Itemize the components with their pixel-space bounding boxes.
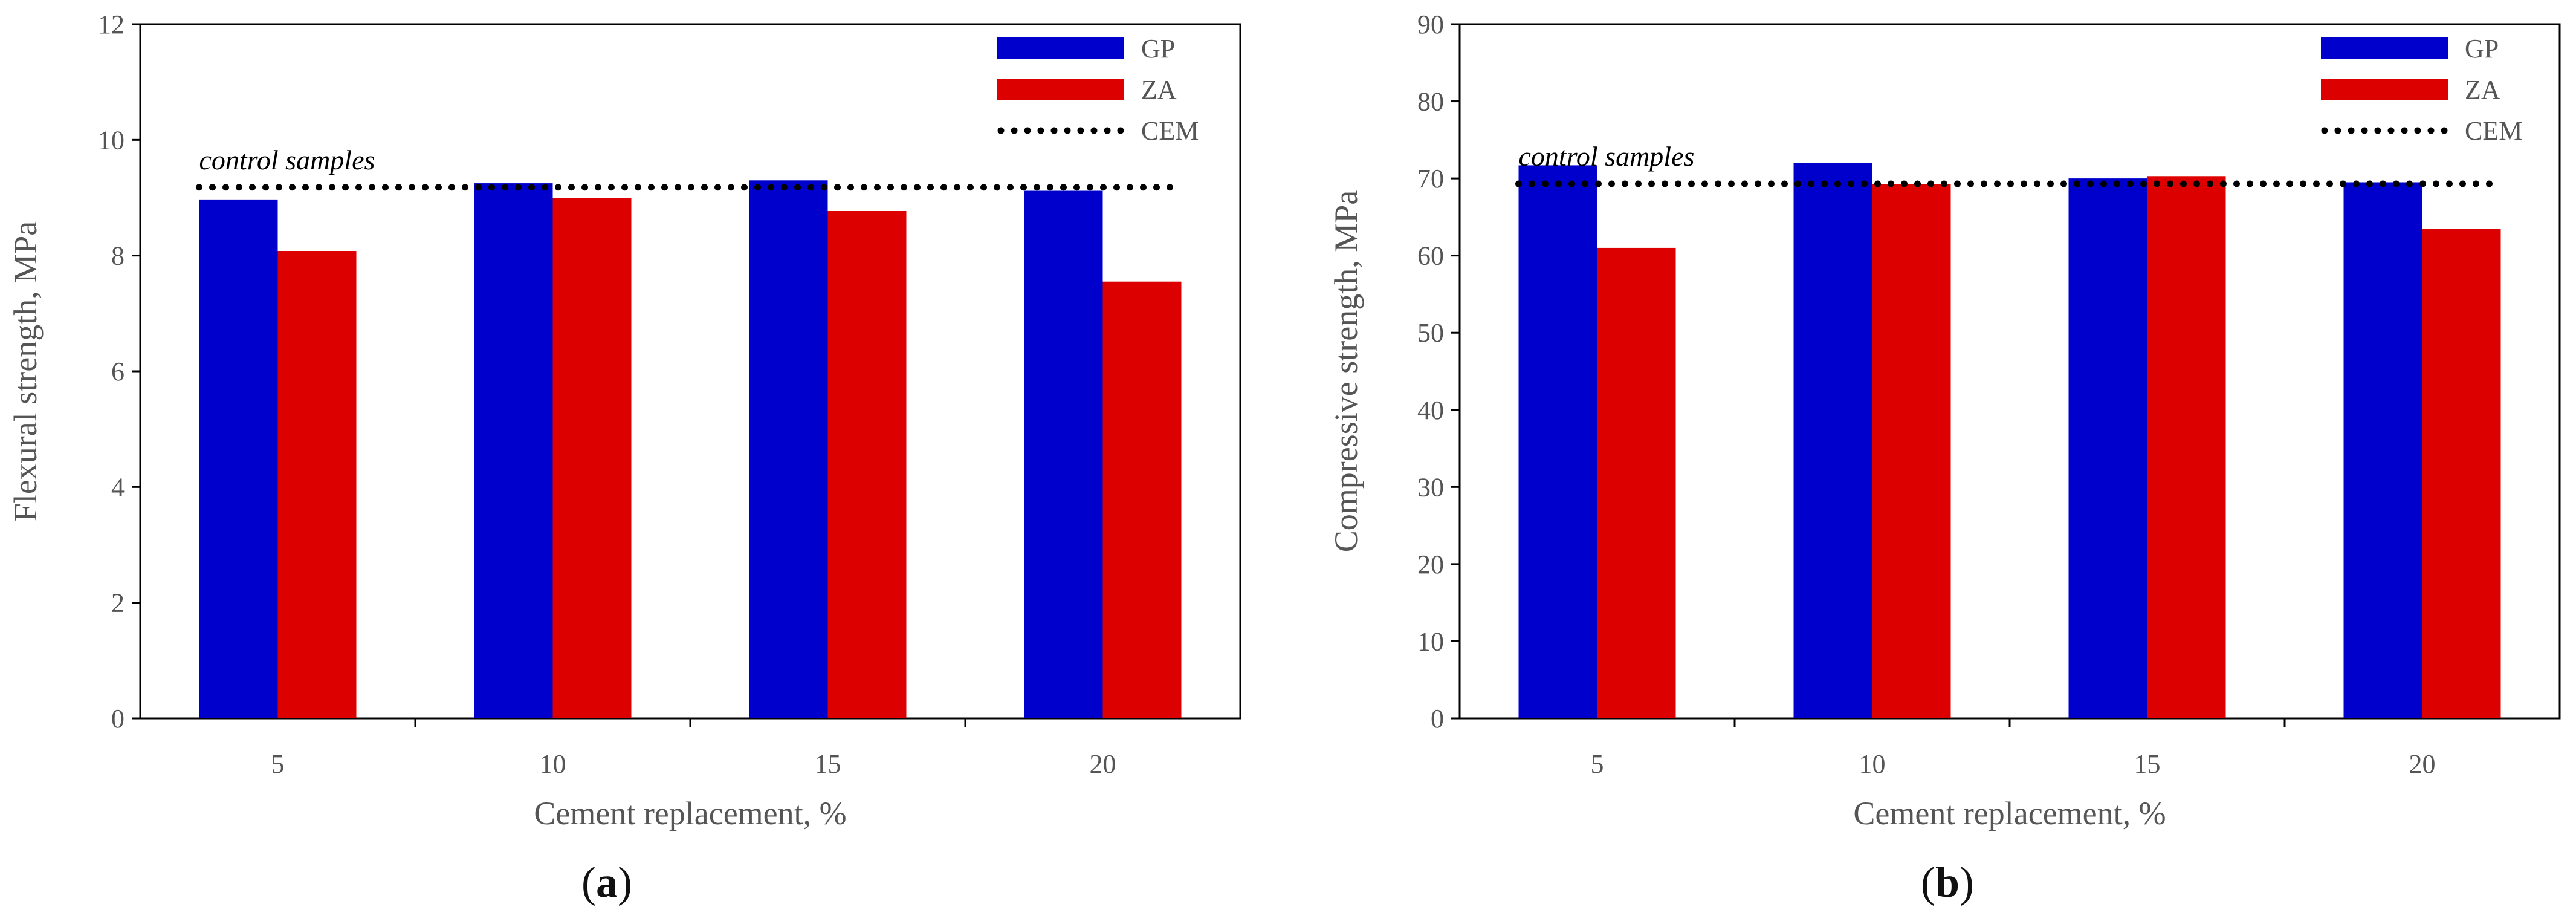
- y-tick-label: 0: [111, 704, 125, 734]
- x-tick-label: 15: [815, 749, 841, 779]
- bar-gp-10: [474, 183, 553, 718]
- x-tick-label: 5: [1591, 749, 1604, 779]
- bar-za-10: [1872, 184, 1951, 718]
- legend-label-za: ZA: [2465, 75, 2500, 105]
- bar-gp-20: [1024, 190, 1103, 718]
- control-samples-annotation: control samples: [199, 145, 375, 175]
- x-tick-label: 20: [2409, 749, 2436, 779]
- legend-swatch-za: [2321, 79, 2448, 100]
- y-tick-label: 10: [98, 125, 125, 155]
- y-tick-label: 4: [111, 472, 125, 502]
- bar-gp-5: [1518, 165, 1597, 719]
- legend-swatch-gp: [2321, 37, 2448, 59]
- x-tick-label: 10: [1859, 749, 1886, 779]
- y-tick-label: 8: [111, 241, 125, 271]
- chart-panel-b: 0 10 20 30 40 50 60 70 80 90 5 10 15 20 control sample…: [1328, 10, 2561, 906]
- bar-za-20: [1102, 281, 1182, 718]
- panel-label: (b): [1921, 858, 1974, 906]
- x-axis-label: Cement replacement, %: [1853, 795, 2166, 831]
- y-axis-label: Compressive strength, MPa: [1328, 190, 1364, 552]
- y-tick-label: 10: [1417, 626, 1444, 656]
- bar-za-20: [2422, 229, 2501, 718]
- bar-gp-10: [1793, 163, 1872, 719]
- y-tick-label: 12: [98, 10, 125, 39]
- legend-label-gp: GP: [1141, 34, 1175, 63]
- bar-za-10: [552, 198, 632, 718]
- x-tick-label: 15: [2134, 749, 2161, 779]
- bar-za-5: [277, 251, 357, 719]
- y-tick-label: 60: [1417, 241, 1444, 271]
- y-tick-label: 0: [1431, 704, 1444, 734]
- bar-za-15: [827, 211, 907, 719]
- y-tick-label: 90: [1417, 10, 1444, 39]
- y-tick-label: 6: [111, 357, 125, 386]
- chart-panel-a: 0 2 4 6 8 10 12 5 10 15 20 control samples GP ZA CEM Ce…: [7, 10, 1241, 906]
- bar-za-5: [1597, 247, 1676, 718]
- panel-label: (a): [581, 858, 632, 906]
- y-tick-label: 80: [1417, 87, 1444, 117]
- bar-za-15: [2147, 176, 2226, 719]
- x-tick-label: 20: [1090, 749, 1116, 779]
- y-tick-label: 20: [1417, 550, 1444, 579]
- x-axis-label: Cement replacement, %: [534, 795, 846, 831]
- control-samples-annotation: control samples: [1519, 141, 1695, 172]
- y-axis-label: Flexural strength, MPa: [7, 221, 44, 521]
- legend-swatch-za: [997, 79, 1124, 100]
- y-tick-label: 40: [1417, 395, 1444, 425]
- y-tick-label: 2: [111, 588, 125, 618]
- x-tick-label: 5: [271, 749, 285, 779]
- y-tick-label: 30: [1417, 472, 1444, 502]
- legend-label-gp: GP: [2465, 34, 2499, 63]
- legend-label-cem: CEM: [1141, 116, 1199, 146]
- x-tick-label: 10: [540, 749, 566, 779]
- y-tick-label: 50: [1417, 318, 1444, 348]
- legend-label-cem: CEM: [2465, 116, 2522, 146]
- bar-gp-20: [2343, 182, 2422, 718]
- y-tick-label: 70: [1417, 164, 1444, 194]
- legend-label-za: ZA: [1141, 75, 1177, 105]
- legend-swatch-gp: [997, 37, 1124, 59]
- bar-gp-15: [749, 180, 828, 718]
- bar-gp-15: [2068, 178, 2147, 719]
- bar-gp-5: [199, 199, 278, 718]
